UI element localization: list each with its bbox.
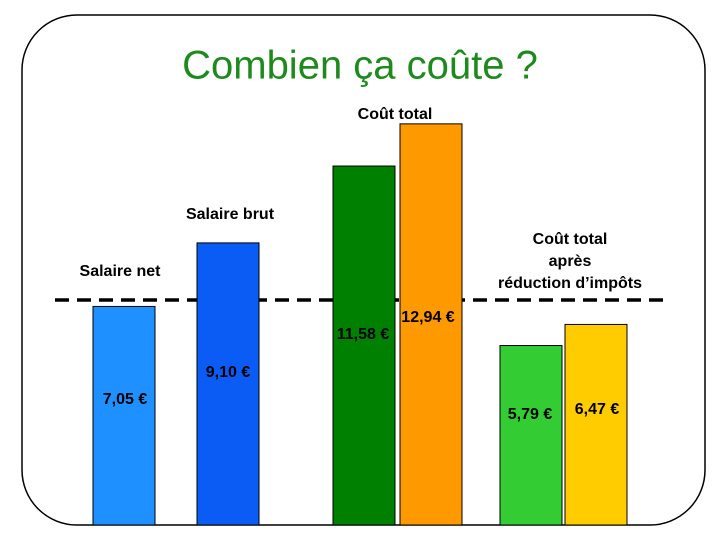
value-label: 5,79 € <box>508 406 553 423</box>
bar <box>499 345 563 526</box>
bar <box>332 165 396 526</box>
bar <box>564 323 628 526</box>
bar <box>399 123 463 526</box>
value-label: 9,10 € <box>206 364 251 381</box>
value-label: 12,94 € <box>401 309 454 326</box>
bar <box>92 305 156 526</box>
chart-title: Combien ça coûte ? <box>182 44 538 88</box>
group-label: Coût total <box>533 231 608 248</box>
value-label: 6,47 € <box>575 401 620 418</box>
value-label: 11,58 € <box>337 326 390 343</box>
group-label: après <box>549 253 592 270</box>
group-label: Coût total <box>358 106 433 123</box>
group-label: Salaire brut <box>186 206 275 223</box>
group-label: réduction d’impôts <box>498 275 642 292</box>
bar <box>196 242 260 526</box>
group-label: Salaire net <box>80 263 162 280</box>
value-label: 7,05 € <box>103 391 148 408</box>
